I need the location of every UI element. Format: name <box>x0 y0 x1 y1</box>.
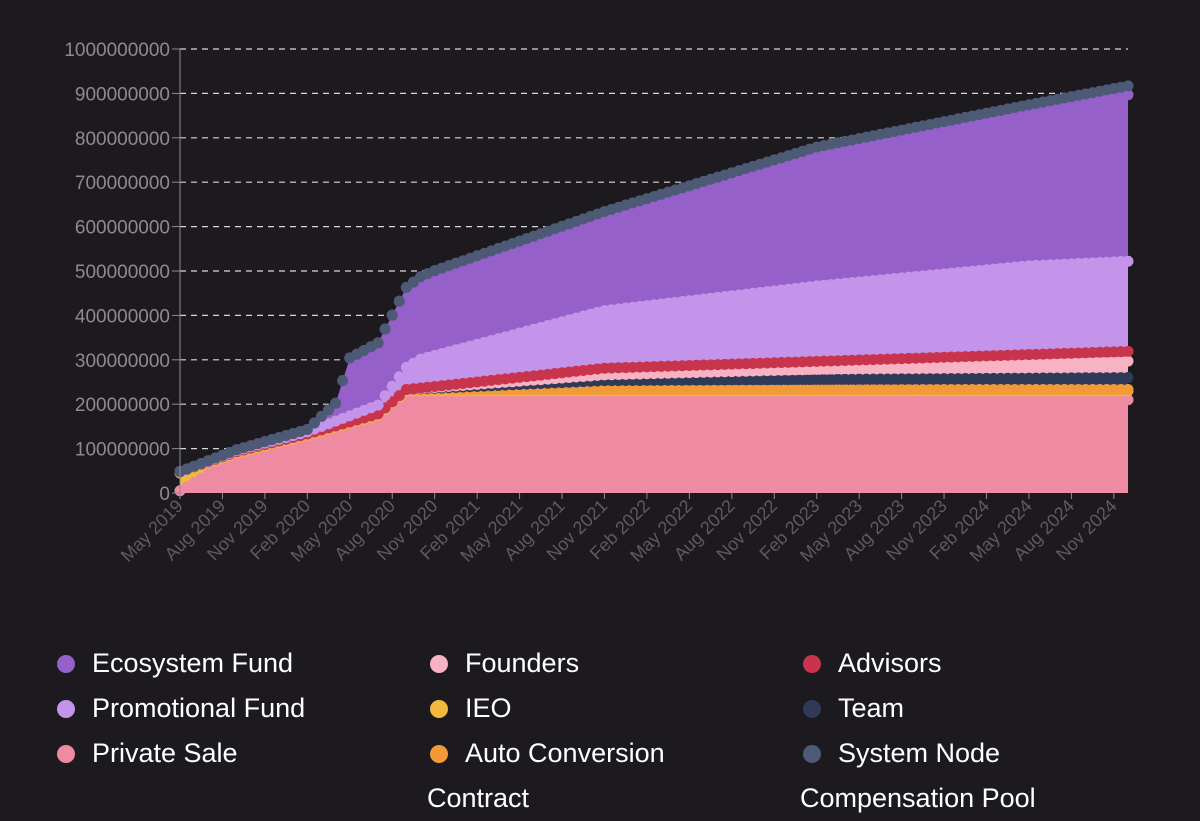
data-point <box>330 397 342 409</box>
dot-layer <box>174 80 1134 497</box>
legend-label-ecosystem-fund[interactable]: Ecosystem Fund <box>92 648 294 678</box>
data-point <box>1122 345 1134 357</box>
legend-dot-ecosystem-fund <box>57 655 75 673</box>
y-tick-label: 0 <box>159 484 170 505</box>
data-point <box>379 323 391 335</box>
data-point <box>1122 89 1134 101</box>
legend-label-founders[interactable]: Founders <box>465 648 580 678</box>
data-point <box>386 309 398 321</box>
y-tick-label: 800000000 <box>75 129 170 150</box>
data-point <box>1122 355 1134 367</box>
data-point <box>337 375 349 387</box>
legend-dot-team <box>803 700 821 718</box>
y-tick-label: 100000000 <box>75 440 170 461</box>
data-point <box>1122 394 1134 406</box>
legend-label-private-sale[interactable]: Private Sale <box>92 738 238 768</box>
y-tick-label: 200000000 <box>75 395 170 416</box>
y-tick-label: 500000000 <box>75 262 170 283</box>
data-point <box>393 371 405 383</box>
data-point <box>379 390 391 402</box>
data-point <box>372 399 384 411</box>
data-point <box>1122 384 1134 396</box>
area-ecosystem-fund <box>180 94 1128 472</box>
y-tick-label: 1000000000 <box>64 40 170 61</box>
legend-dot-promotional-fund <box>57 700 75 718</box>
legend-label-ieo[interactable]: IEO <box>465 693 512 723</box>
legend-dot-system-node <box>803 745 821 763</box>
legend-label-advisors[interactable]: Advisors <box>838 648 942 678</box>
legend-label-team[interactable]: Team <box>838 693 905 723</box>
legend-label-system-node-line2[interactable]: Compensation Pool <box>800 783 1036 813</box>
y-tick-label: 600000000 <box>75 218 170 239</box>
data-point <box>1122 372 1134 384</box>
data-point <box>323 404 335 416</box>
data-point <box>301 424 313 436</box>
stacked-area-chart: 0 100000000 200000000 300000000 400000000 500… <box>64 40 1134 566</box>
data-point <box>372 337 384 349</box>
markers-system-node-compensation-pool <box>174 80 1134 478</box>
legend-dot-founders <box>430 655 448 673</box>
legend-label-promotional-fund[interactable]: Promotional Fund <box>92 693 306 723</box>
data-point <box>1122 255 1134 267</box>
legend-dot-ieo <box>430 700 448 718</box>
legend-label-auto-conversion[interactable]: Auto Conversion <box>465 738 665 768</box>
data-point <box>386 380 398 392</box>
legend-dot-private-sale <box>57 745 75 763</box>
y-tick-label: 900000000 <box>75 84 170 105</box>
y-tick-label: 700000000 <box>75 173 170 194</box>
y-tick-label: 400000000 <box>75 306 170 327</box>
y-tick-label: 300000000 <box>75 351 170 372</box>
area-private-sale <box>180 399 1128 493</box>
legend-dot-auto-conversion-contract <box>430 745 448 763</box>
data-point <box>393 295 405 307</box>
legend-label-system-node[interactable]: System Node <box>838 738 1001 768</box>
data-point <box>1122 80 1134 92</box>
data-point <box>308 417 320 429</box>
legend-label-auto-conversion-line2[interactable]: Contract <box>427 783 530 813</box>
legend-dot-advisors <box>803 655 821 673</box>
markers-advisors <box>174 345 1134 478</box>
data-point <box>315 410 327 422</box>
